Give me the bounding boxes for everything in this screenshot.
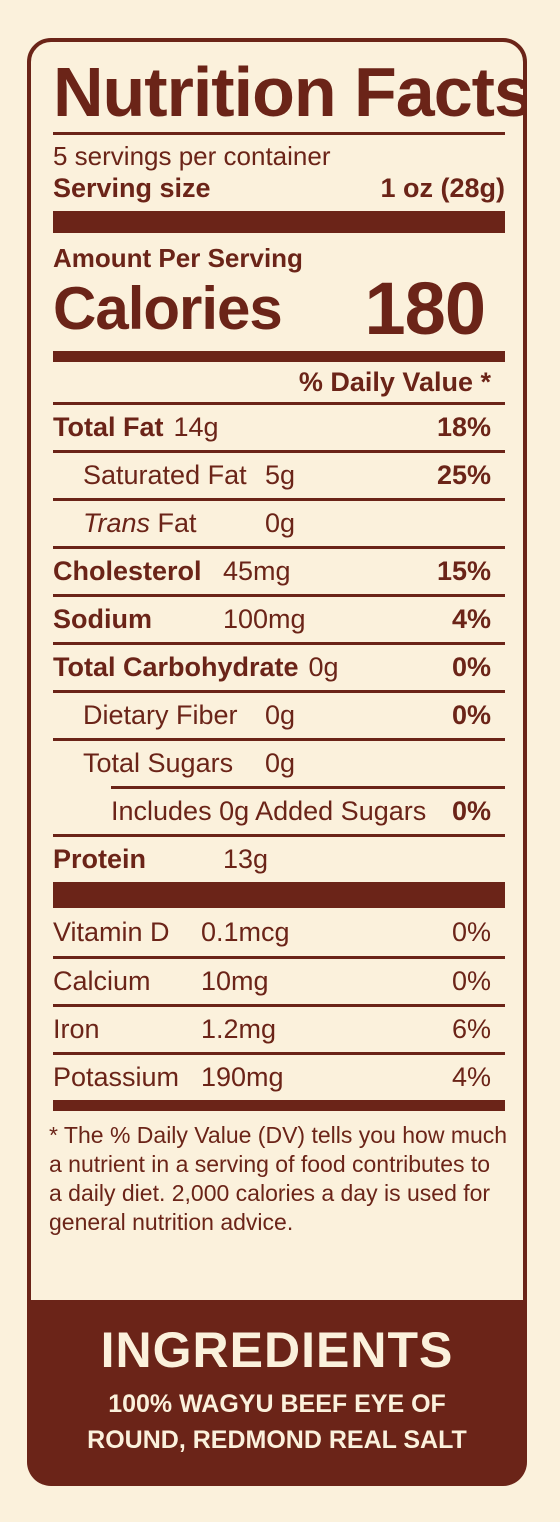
ingredients-panel: INGREDIENTS 100% WAGYU BEEF EYE OF ROUND…	[27, 1300, 527, 1486]
nutrient-dv: 4%	[451, 604, 491, 634]
nutrient-row-dietary-fiber: Dietary Fiber 0g 0%	[53, 690, 505, 738]
ingredients-line-1: 100% WAGYU BEEF EYE OF	[108, 1390, 446, 1418]
vitamin-row-iron: Iron 1.2mg 6%	[53, 1004, 505, 1052]
nutrient-amount: 0g	[265, 700, 296, 730]
nutrient-name: Dietary Fiber	[83, 700, 238, 730]
ingredients-line-2: ROUND, REDMOND REAL SALT	[87, 1426, 467, 1454]
nutrient-name-italic: Trans	[83, 508, 151, 538]
vitamin-amount: 190mg	[201, 1062, 284, 1092]
servings-per-container: 5 servings per container	[53, 141, 331, 171]
nutrient-amount: 0g	[265, 748, 296, 778]
serving-size-value: 1 oz (28g)	[380, 173, 505, 203]
nutrient-name: Includes 0g Added Sugars	[111, 796, 427, 826]
nutrient-row-added-sugars: Includes 0g Added Sugars 0%	[111, 786, 505, 834]
nutrition-label: Nutrition Facts 5 servings per container…	[49, 52, 527, 1237]
nutrient-row-cholesterol: Cholesterol 45mg 15%	[53, 546, 505, 594]
nutrient-dv: 18%	[436, 412, 491, 442]
ingredients-title: INGREDIENTS	[100, 1322, 454, 1378]
nutrient-name: Total Carbohydrate	[53, 652, 299, 682]
nutrient-dv: 15%	[436, 556, 491, 586]
medium-divider	[53, 1100, 505, 1111]
nutrient-amount: 5g	[265, 460, 296, 490]
nutrient-row-sodium: Sodium 100mg 4%	[53, 594, 505, 642]
nutrient-dv: 0%	[451, 700, 491, 730]
nutrient-amount: 45mg	[223, 556, 291, 586]
vitamin-name: Iron	[53, 1014, 100, 1044]
vitamin-amount: 10mg	[201, 966, 269, 996]
nutrient-dv: 25%	[436, 460, 491, 490]
nutrient-name-group: Trans Fat	[83, 508, 265, 539]
vitamin-row-vitamin-d: Vitamin D 0.1mcg 0%	[53, 908, 505, 956]
nutrient-name: Cholesterol	[53, 556, 202, 586]
nutrient-row-total-carbohydrate: Total Carbohydrate 0g 0%	[53, 642, 505, 690]
vitamin-row-potassium: Potassium 190mg 4%	[53, 1052, 505, 1100]
nutrient-name: Fat	[157, 508, 197, 538]
divider	[53, 132, 505, 135]
nutrient-row-saturated-fat: Saturated Fat 5g 25%	[53, 450, 505, 498]
nutrient-dv: 0%	[451, 796, 491, 826]
daily-value-footnote: * The % Daily Value (DV) tells you how m…	[49, 1122, 508, 1235]
nutrient-name: Sodium	[53, 604, 152, 634]
nutrient-name: Protein	[53, 844, 147, 874]
nutrient-dv: 0%	[451, 652, 491, 682]
vitamin-dv: 0%	[451, 966, 491, 996]
nutrient-row-trans-fat: Trans Fat 0g	[53, 498, 505, 546]
nutrient-amount: 0g	[265, 508, 296, 538]
nutrient-name: Saturated Fat	[83, 460, 247, 490]
nutrient-row-total-fat: Total Fat 14g 18%	[53, 402, 505, 450]
nutrient-row-total-sugars: Total Sugars 0g	[53, 738, 505, 786]
nutrient-row-protein: Protein 13g	[53, 834, 505, 882]
serving-size-label: Serving size	[53, 173, 211, 203]
vitamin-amount: 1.2mg	[201, 1014, 277, 1044]
thick-divider	[53, 211, 505, 233]
nutrient-amount: 0g	[308, 652, 339, 682]
calories-label: Calories	[53, 275, 283, 342]
vitamin-name: Calcium	[53, 966, 151, 996]
calories-value: 180	[364, 267, 486, 350]
vitamin-name: Potassium	[53, 1062, 180, 1092]
thick-divider	[53, 882, 505, 908]
vitamin-row-calcium: Calcium 10mg 0%	[53, 956, 505, 1004]
vitamin-amount: 0.1mcg	[201, 916, 290, 947]
nutrient-amount: 14g	[173, 412, 219, 442]
serving-size-row: Serving size 1 oz (28g)	[53, 171, 505, 205]
calories-row: Calories 180	[53, 267, 505, 350]
medium-divider	[53, 351, 505, 362]
nutrient-amount: 100mg	[223, 604, 306, 634]
vitamin-dv: 0%	[451, 916, 491, 947]
nutrient-name: Total Sugars	[83, 748, 234, 778]
vitamin-dv: 6%	[451, 1014, 491, 1044]
amount-per-serving: Amount Per Serving	[53, 243, 303, 273]
daily-value-header: % Daily Value *	[298, 367, 491, 397]
vitamin-dv: 4%	[451, 1062, 491, 1092]
nutrient-amount: 13g	[223, 844, 269, 874]
nutrient-name: Total Fat	[53, 412, 164, 442]
nutrition-facts-title: Nutrition Facts	[53, 53, 527, 131]
nutrition-facts-panel: Nutrition Facts 5 servings per container…	[27, 38, 527, 1478]
vitamin-name: Vitamin D	[53, 916, 170, 947]
